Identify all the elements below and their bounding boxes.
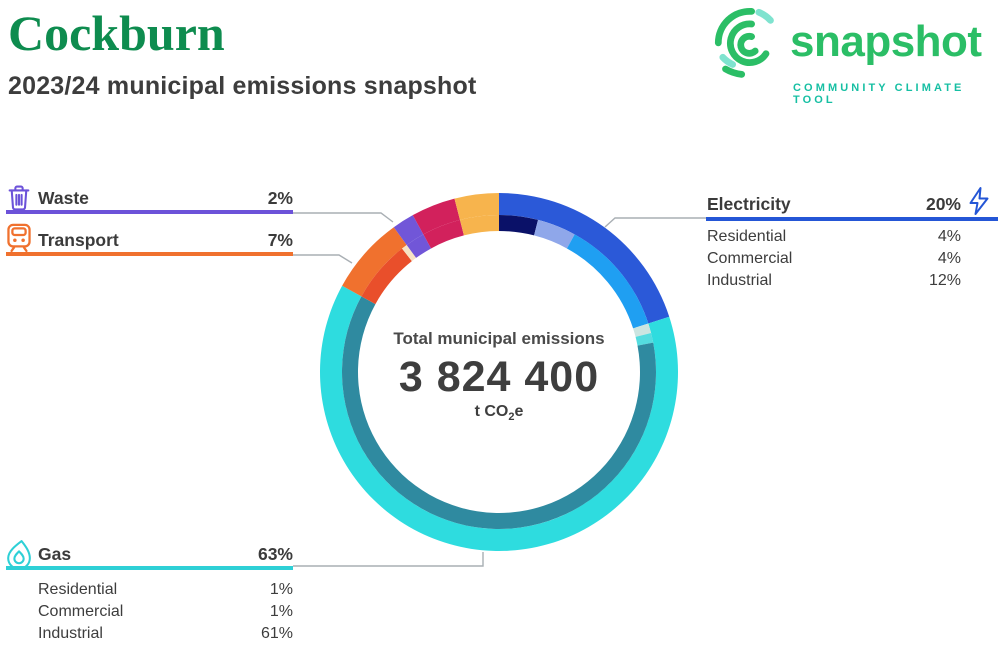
donut-subsegment-gas-residential[interactable] — [633, 323, 652, 337]
legend-electricity-rule — [706, 217, 998, 221]
leader-line-electricity — [604, 217, 706, 228]
legend-transport-label: Transport — [38, 230, 119, 250]
donut-inner-ring — [342, 215, 657, 529]
donut-segment-waste[interactable] — [393, 215, 424, 245]
donut-center: Total municipal emissions 3 824 400 t CO… — [349, 329, 649, 423]
donut-segment-transport[interactable] — [342, 227, 407, 297]
donut-segment-electricity[interactable] — [499, 193, 670, 324]
legend-row-gas-residential: Residential 1% — [38, 581, 293, 598]
legend-electricity-breakdown: Residential 4% Commercial 4% Industrial … — [707, 226, 961, 292]
legend-gas-label: Gas — [38, 544, 72, 564]
legend-row-electricity-industrial: Industrial 12% — [707, 272, 961, 289]
legend-waste-label: Waste — [38, 188, 89, 208]
logo-wordmark: snapshot — [790, 17, 982, 66]
total-emissions-value: 3 824 400 — [398, 353, 600, 401]
emissions-unit: t CO2e — [474, 403, 524, 424]
legend-transport-rule — [6, 252, 293, 256]
donut-subsegment-electricity-commercial[interactable] — [534, 219, 575, 249]
donut-outer-ring — [320, 193, 679, 552]
legend-waste-rule — [6, 210, 293, 214]
legend-electricity: Electricity 20% — [707, 194, 961, 215]
lightning-bolt-icon — [969, 187, 989, 215]
legend-gas-rule — [6, 566, 293, 570]
donut-segment-unlabelled[interactable] — [454, 193, 499, 220]
donut-subsegment-electricity-residential[interactable] — [499, 215, 539, 236]
logo-tagline: COMMUNITY CLIMATE TOOL — [793, 82, 965, 106]
legend-row-gas-commercial: Commercial 1% — [38, 603, 293, 620]
donut-subsegment-gas-commercial[interactable] — [635, 332, 654, 346]
spiral-arcs-icon — [714, 8, 774, 78]
legend-gas-value: 63% — [257, 544, 293, 564]
total-emissions-label: Total municipal emissions — [393, 329, 605, 348]
legend-gas: Gas 63% — [38, 544, 293, 565]
legend-waste: Waste 2% — [38, 188, 293, 209]
legend-row-electricity-residential: Residential 4% — [707, 228, 961, 245]
donut-subsegment-unlabelled[interactable] — [423, 219, 464, 249]
legend-transport-value: 7% — [267, 230, 293, 250]
leader-lines — [293, 212, 706, 567]
page-subtitle: 2023/24 municipal emissions snapshot — [8, 72, 477, 100]
donut-subsegment-waste[interactable] — [406, 234, 432, 258]
legend-electricity-label: Electricity — [707, 194, 791, 214]
train-icon — [7, 223, 31, 253]
legend-row-gas-industrial: Industrial 61% — [38, 625, 293, 642]
donut-subsegment-unlabelled[interactable] — [459, 215, 499, 236]
legend-gas-breakdown: Residential 1% Commercial 1% Industrial … — [38, 579, 293, 645]
leader-line-waste — [293, 212, 394, 223]
page-title: Cockburn — [8, 5, 225, 61]
legend-waste-value: 2% — [267, 188, 293, 208]
donut-subsegment-unlabelled[interactable] — [402, 244, 417, 262]
legend-row-electricity-commercial: Commercial 4% — [707, 250, 961, 267]
legend-electricity-value: 20% — [925, 194, 961, 214]
donut-subsegment-electricity-industrial[interactable] — [566, 234, 649, 329]
donut-segment-unlabelled[interactable] — [412, 198, 460, 235]
leader-line-transport — [293, 254, 353, 264]
leader-line-gas — [293, 552, 484, 567]
legend-transport: Transport 7% — [38, 230, 293, 251]
trash-icon — [8, 185, 30, 211]
donut-subsegment-transport[interactable] — [361, 248, 412, 305]
